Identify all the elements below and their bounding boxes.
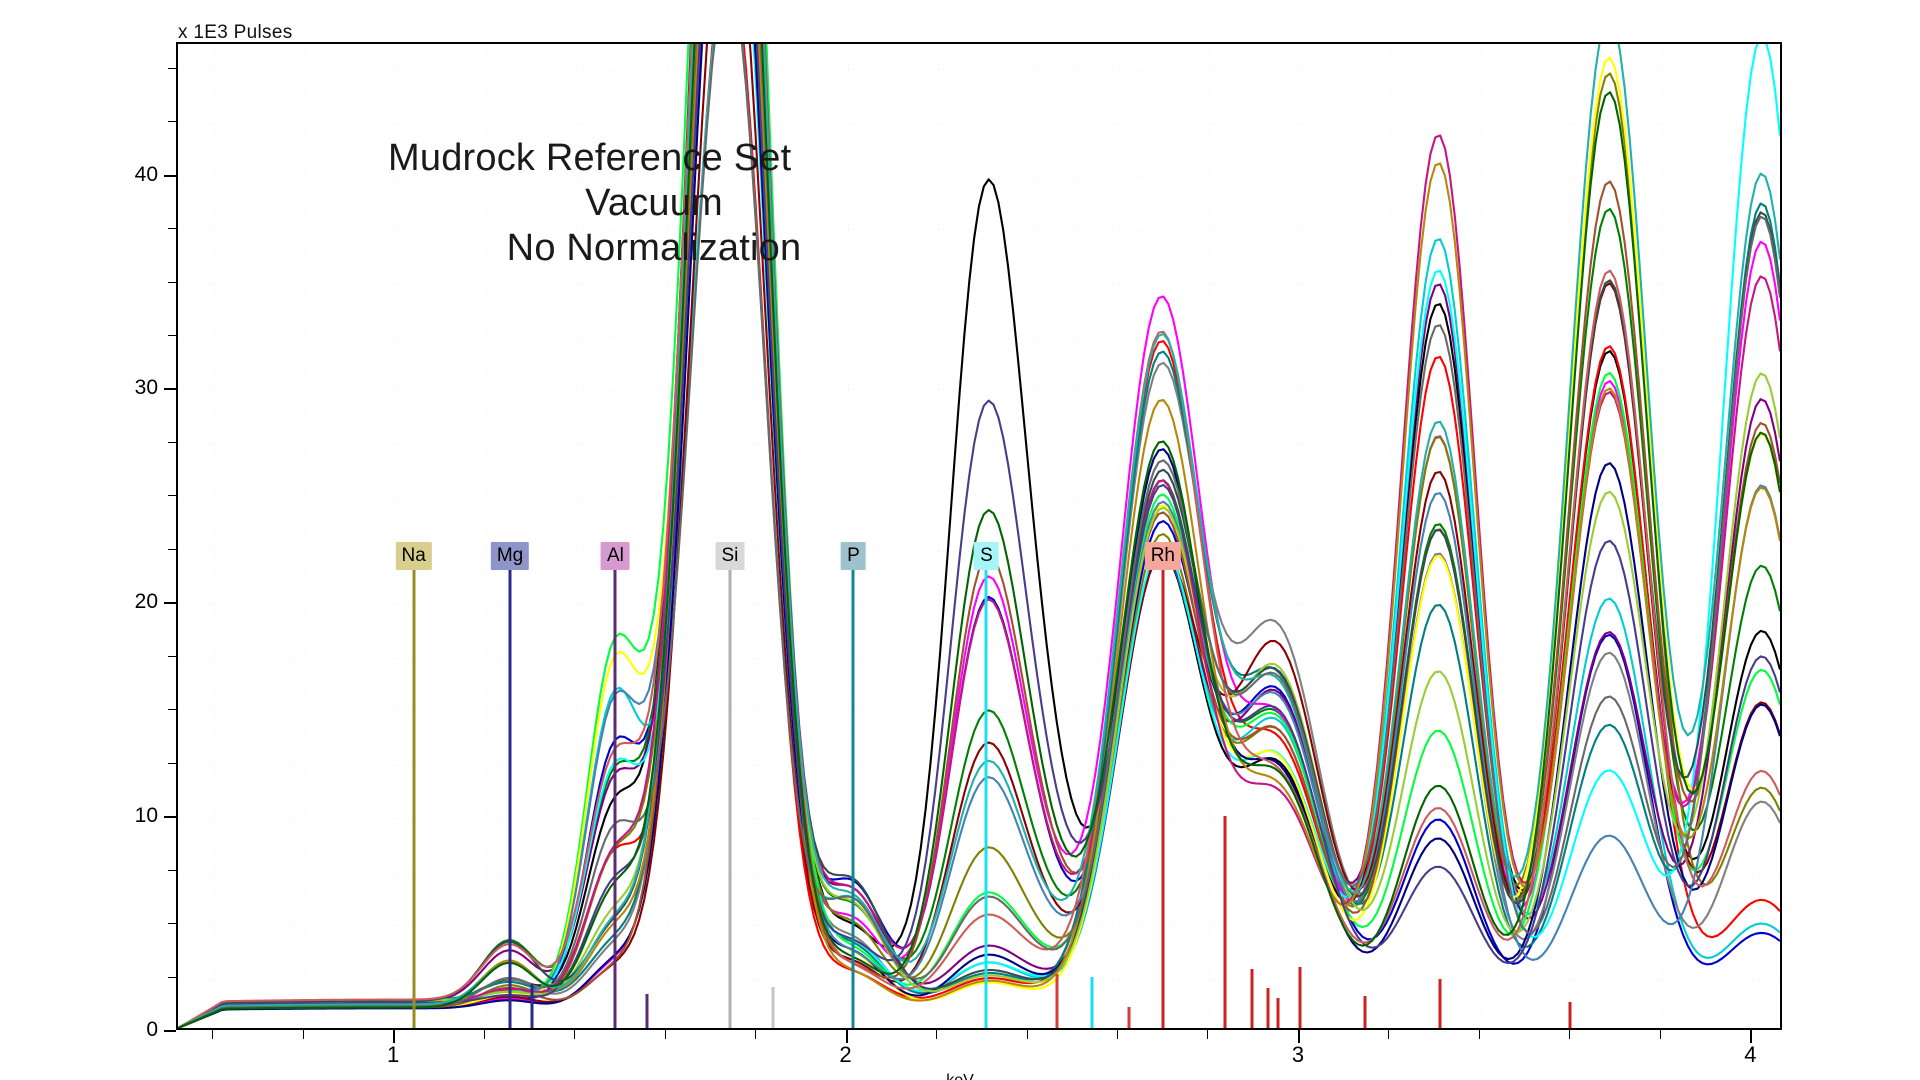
y-axis-tick-label: 20 [134,590,158,614]
y-axis-minor-tick [168,976,176,978]
y-axis-minor-tick [168,548,176,550]
x-axis-tick-label: 4 [1744,1042,1757,1067]
x-axis-minor-tick [302,1030,304,1039]
y-axis-minor-tick [168,495,176,497]
x-axis-minor-tick [1026,1030,1028,1039]
x-axis-minor-tick [1478,1030,1480,1039]
y-axis-tick [164,602,176,605]
spectra-curves [178,44,1780,1028]
klm-line [530,983,534,1028]
klm-line [1161,815,1165,1028]
x-axis-minor-tick [1569,1030,1571,1039]
klm-line [1250,968,1254,1028]
y-axis-minor-tick [168,869,176,871]
y-axis-minor-tick [168,334,176,336]
x-axis-minor-tick [936,1030,938,1039]
x-axis-minor-tick [755,1030,757,1039]
y-axis-minor-tick [168,709,176,711]
y-axis-minor-tick [168,923,176,925]
y-axis-minor-tick [168,121,176,123]
y-axis-minor-tick [168,281,176,283]
spectrum-curve [178,44,1780,1028]
y-axis-tick-label: 40 [134,162,158,186]
klm-line-layer [178,44,1780,1028]
x-axis-title: - keV - [0,1072,1920,1080]
x-axis-minor-tick [1116,1030,1118,1039]
klm-line [771,986,775,1028]
y-axis-tick [164,1030,176,1032]
klm-line [1568,1002,1572,1028]
y-axis-minor-tick [168,228,176,230]
x-axis-minor-tick [1659,1030,1661,1039]
klm-line [645,994,649,1028]
y-axis-tick [164,388,176,391]
klm-line [1127,1007,1131,1028]
x-axis-minor-tick [574,1030,576,1039]
y-axis-tick [164,816,176,819]
y-axis-minor-tick [168,441,176,443]
x-axis-tick-label: 1 [387,1042,400,1067]
klm-line [1266,988,1270,1028]
x-axis-tick [393,1030,396,1043]
x-axis-minor-tick [664,1030,666,1039]
y-axis-minor-tick [168,67,176,69]
x-axis-tick-label: 3 [1291,1042,1305,1067]
klm-line [1090,976,1094,1028]
x-axis-tick [1750,1030,1753,1043]
y-axis-tick-label: 10 [134,804,158,828]
annotation-line-2: Vacuum [585,181,723,224]
spectrum-curve [178,44,1780,1028]
x-axis-minor-tick [212,1030,214,1039]
klm-line [1438,978,1442,1028]
x-axis-minor-tick [1207,1030,1209,1039]
x-axis-tick [845,1030,848,1043]
plot-frame: Na Mg Al Si P S Rh Mudrock Reference Set Vacuu… [176,42,1782,1030]
y-axis-unit-caption: x 1E3 Pulses [178,22,293,43]
x-axis-tick-label: 2 [839,1042,852,1067]
y-axis-minor-tick [168,655,176,657]
annotation-line-3: No Normalization [506,226,802,269]
klm-line [1055,973,1059,1028]
y-axis-tick [164,174,176,177]
y-axis-tick-label: 0 [146,1018,158,1041]
klm-line [1223,815,1227,1028]
y-axis-minor-tick [168,762,176,764]
x-axis-minor-tick [1388,1030,1390,1039]
spectrum-curve [178,44,1780,1028]
x-axis-tick [1297,1030,1300,1043]
x-axis-minor-tick [483,1030,485,1039]
klm-line [1276,998,1280,1028]
annotation-line-1: Mudrock Reference Set [388,137,792,179]
plot-annotation: Mudrock Reference Set Vacuum No Normaliz… [374,136,934,270]
klm-line [1363,996,1367,1028]
klm-line [1298,966,1302,1028]
y-axis-tick-label: 30 [134,376,158,400]
spectrum-curve [178,44,1780,1028]
